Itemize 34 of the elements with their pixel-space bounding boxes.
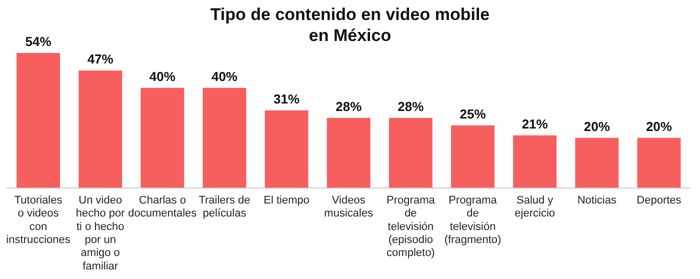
x-tick-label: Salud y ejercicio bbox=[514, 194, 556, 220]
data-label: 21% bbox=[522, 116, 548, 132]
data-label: 25% bbox=[460, 106, 486, 122]
bar bbox=[16, 52, 60, 188]
data-label: 20% bbox=[584, 118, 610, 134]
bar bbox=[637, 138, 681, 188]
x-tick-label: Un video hecho por ti o hecho por un amigo o familiar bbox=[76, 194, 126, 272]
chart-title: Tipo de contenido en video mobile en México bbox=[209, 4, 491, 46]
bar bbox=[264, 110, 308, 188]
bar bbox=[513, 135, 557, 188]
data-label: 28% bbox=[336, 98, 362, 114]
bar bbox=[388, 118, 432, 188]
data-label: 40% bbox=[211, 69, 238, 84]
x-tick-label: Programa de televisión (fragmento) bbox=[444, 194, 502, 246]
bar bbox=[78, 70, 122, 188]
x-tick-label: Videos musicales bbox=[324, 194, 374, 220]
data-label: 54% bbox=[25, 34, 52, 50]
data-label: 31% bbox=[274, 91, 300, 106]
data-label: 28% bbox=[398, 98, 424, 114]
x-tick-label: Noticias bbox=[577, 194, 617, 206]
bar bbox=[575, 138, 619, 188]
x-tick-label: Programa de televisión (episodio completo) bbox=[386, 194, 436, 260]
bar bbox=[202, 88, 246, 188]
data-label: 40% bbox=[149, 69, 176, 84]
x-tick-label: El tiempo bbox=[264, 194, 310, 206]
bar bbox=[451, 125, 494, 188]
x-tick-label: Deportes bbox=[636, 194, 682, 206]
data-label: 47% bbox=[87, 52, 114, 67]
x-tick-label: Tutoriales o videos con instrucciones bbox=[6, 194, 71, 246]
bar bbox=[326, 118, 370, 188]
x-tick-label: Charlas o documentales bbox=[128, 194, 198, 220]
bar bbox=[140, 88, 184, 188]
data-label: 20% bbox=[646, 118, 672, 134]
x-tick-label: Trailers de películas bbox=[198, 194, 250, 220]
